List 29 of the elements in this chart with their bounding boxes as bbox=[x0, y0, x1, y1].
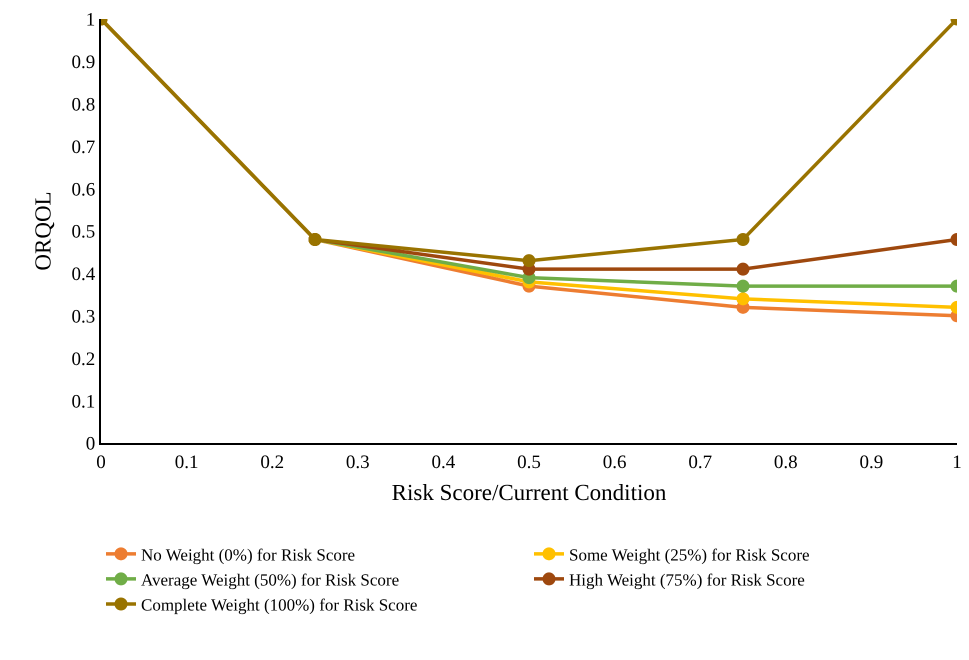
x-tick-label: 0.5 bbox=[517, 452, 541, 473]
x-tick-label: 0.6 bbox=[602, 452, 626, 473]
y-tick-label: 0.6 bbox=[71, 179, 96, 200]
y-axis-title: ORQOL bbox=[30, 191, 56, 271]
y-tick-label: 0.7 bbox=[71, 136, 96, 158]
y-tick-label: 0.2 bbox=[71, 348, 96, 370]
legend-label: Some Weight (25%) for Risk Score bbox=[569, 545, 810, 564]
y-tick-label: 0.1 bbox=[71, 391, 96, 412]
legend-label: Average Weight (50%) for Risk Score bbox=[141, 570, 400, 590]
y-tick-label: 1 bbox=[86, 10, 96, 31]
x-tick-label: 0.7 bbox=[688, 452, 712, 473]
x-tick-label: 0.1 bbox=[174, 452, 198, 473]
x-tick-label: 0.4 bbox=[432, 452, 456, 473]
x-tick-label: 0.2 bbox=[260, 452, 284, 473]
point bbox=[522, 254, 536, 268]
legend-label: No Weight (0%) for Risk Score bbox=[141, 545, 356, 564]
y-tick-label: 0.5 bbox=[71, 222, 96, 243]
x-tick-label: 1 bbox=[952, 452, 962, 473]
x-tick-label: 0.8 bbox=[774, 452, 798, 473]
x-tick-label: 0.3 bbox=[346, 452, 370, 473]
y-tick-label: 0.4 bbox=[71, 264, 96, 286]
y-tick-label: 0.3 bbox=[71, 306, 96, 328]
y-tick-label: 0.8 bbox=[71, 94, 96, 116]
x-tick-label: 0.9 bbox=[860, 452, 884, 473]
legend-label: High Weight (75%) for Risk Score bbox=[569, 570, 805, 590]
legend-label: Complete Weight (100%) for Risk Score bbox=[141, 596, 418, 615]
y-tick-label: 0 bbox=[86, 434, 96, 455]
x-axis-title: Risk Score/Current Condition bbox=[392, 480, 667, 505]
y-tick-label: 0.9 bbox=[71, 52, 96, 74]
